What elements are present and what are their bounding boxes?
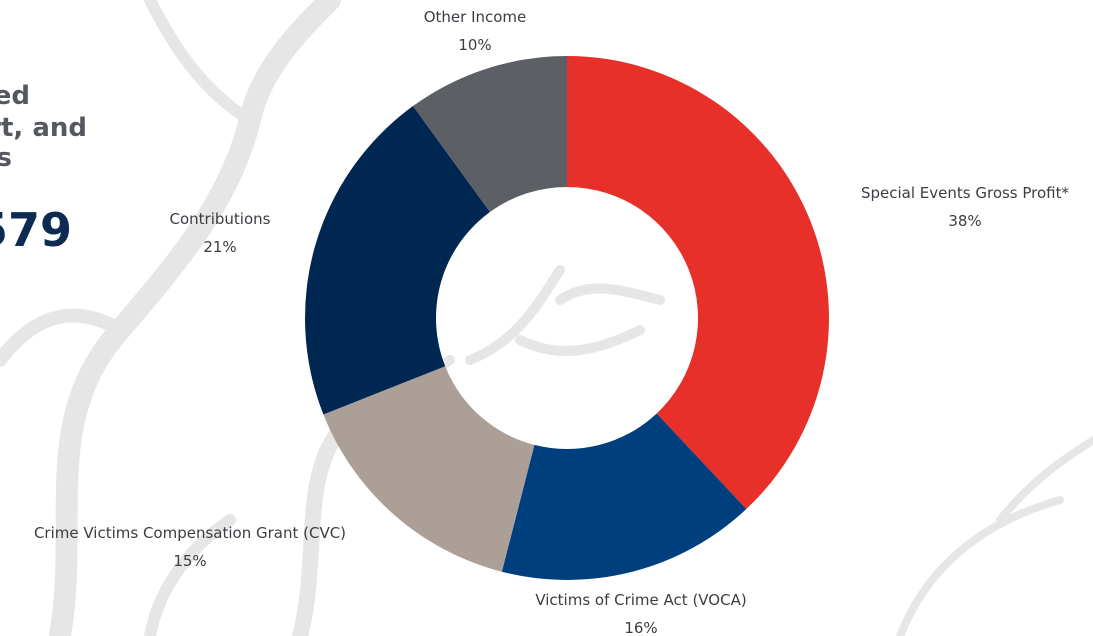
- donut-slice: [501, 413, 747, 581]
- slice-value-label: 10%: [458, 36, 491, 54]
- slice-label: Special Events Gross Profit*: [861, 184, 1070, 202]
- slice-value-label: 16%: [624, 619, 657, 636]
- slice-label: Victims of Crime Act (VOCA): [535, 591, 746, 609]
- side-text: s: [0, 143, 12, 173]
- side-text: rt, and: [0, 113, 87, 143]
- donut-slice: [323, 366, 535, 572]
- slice-label: Other Income: [424, 8, 527, 26]
- donut-slice: [305, 106, 490, 415]
- donut-slice: [567, 56, 829, 509]
- donut-slice: [413, 56, 567, 213]
- side-text: ed: [0, 81, 30, 111]
- side-total: 579: [0, 203, 72, 257]
- slice-value-label: 21%: [203, 238, 236, 256]
- slice-value-label: 38%: [948, 212, 981, 230]
- slice-label: Crime Victims Compensation Grant (CVC): [34, 524, 346, 542]
- slice-label: Contributions: [170, 210, 271, 228]
- slice-value-label: 15%: [173, 552, 206, 570]
